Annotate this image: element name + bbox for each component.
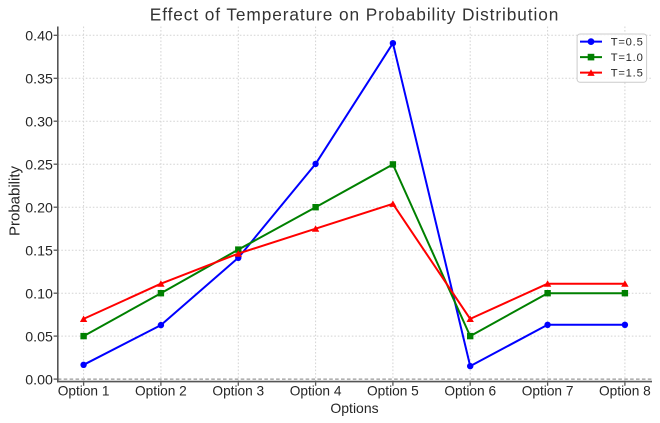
svg-text:T=1.5: T=1.5: [611, 68, 644, 80]
svg-text:Options: Options: [330, 400, 378, 416]
svg-text:0.20: 0.20: [25, 201, 53, 217]
svg-text:0.30: 0.30: [25, 115, 53, 131]
svg-text:Option 4: Option 4: [290, 384, 342, 399]
svg-text:T=1.0: T=1.0: [611, 52, 644, 64]
svg-text:Option 8: Option 8: [599, 384, 651, 399]
svg-text:0.25: 0.25: [25, 158, 53, 174]
svg-text:Probability: Probability: [7, 165, 24, 236]
svg-text:0.00: 0.00: [25, 373, 53, 389]
svg-text:0.10: 0.10: [25, 287, 53, 303]
svg-text:Option 2: Option 2: [135, 384, 187, 399]
svg-text:Option 6: Option 6: [444, 384, 496, 399]
svg-text:Option 5: Option 5: [367, 384, 419, 399]
svg-text:Effect of Temperature on Proba: Effect of Temperature on Probability Dis…: [150, 5, 559, 25]
svg-text:Option 7: Option 7: [522, 384, 574, 399]
svg-text:Option 1: Option 1: [58, 384, 110, 399]
svg-text:0.15: 0.15: [25, 244, 53, 260]
svg-text:Option 3: Option 3: [212, 384, 264, 399]
svg-text:0.35: 0.35: [25, 72, 53, 88]
svg-text:0.05: 0.05: [25, 330, 53, 346]
svg-text:0.40: 0.40: [25, 29, 53, 45]
svg-text:T=0.5: T=0.5: [611, 37, 644, 49]
